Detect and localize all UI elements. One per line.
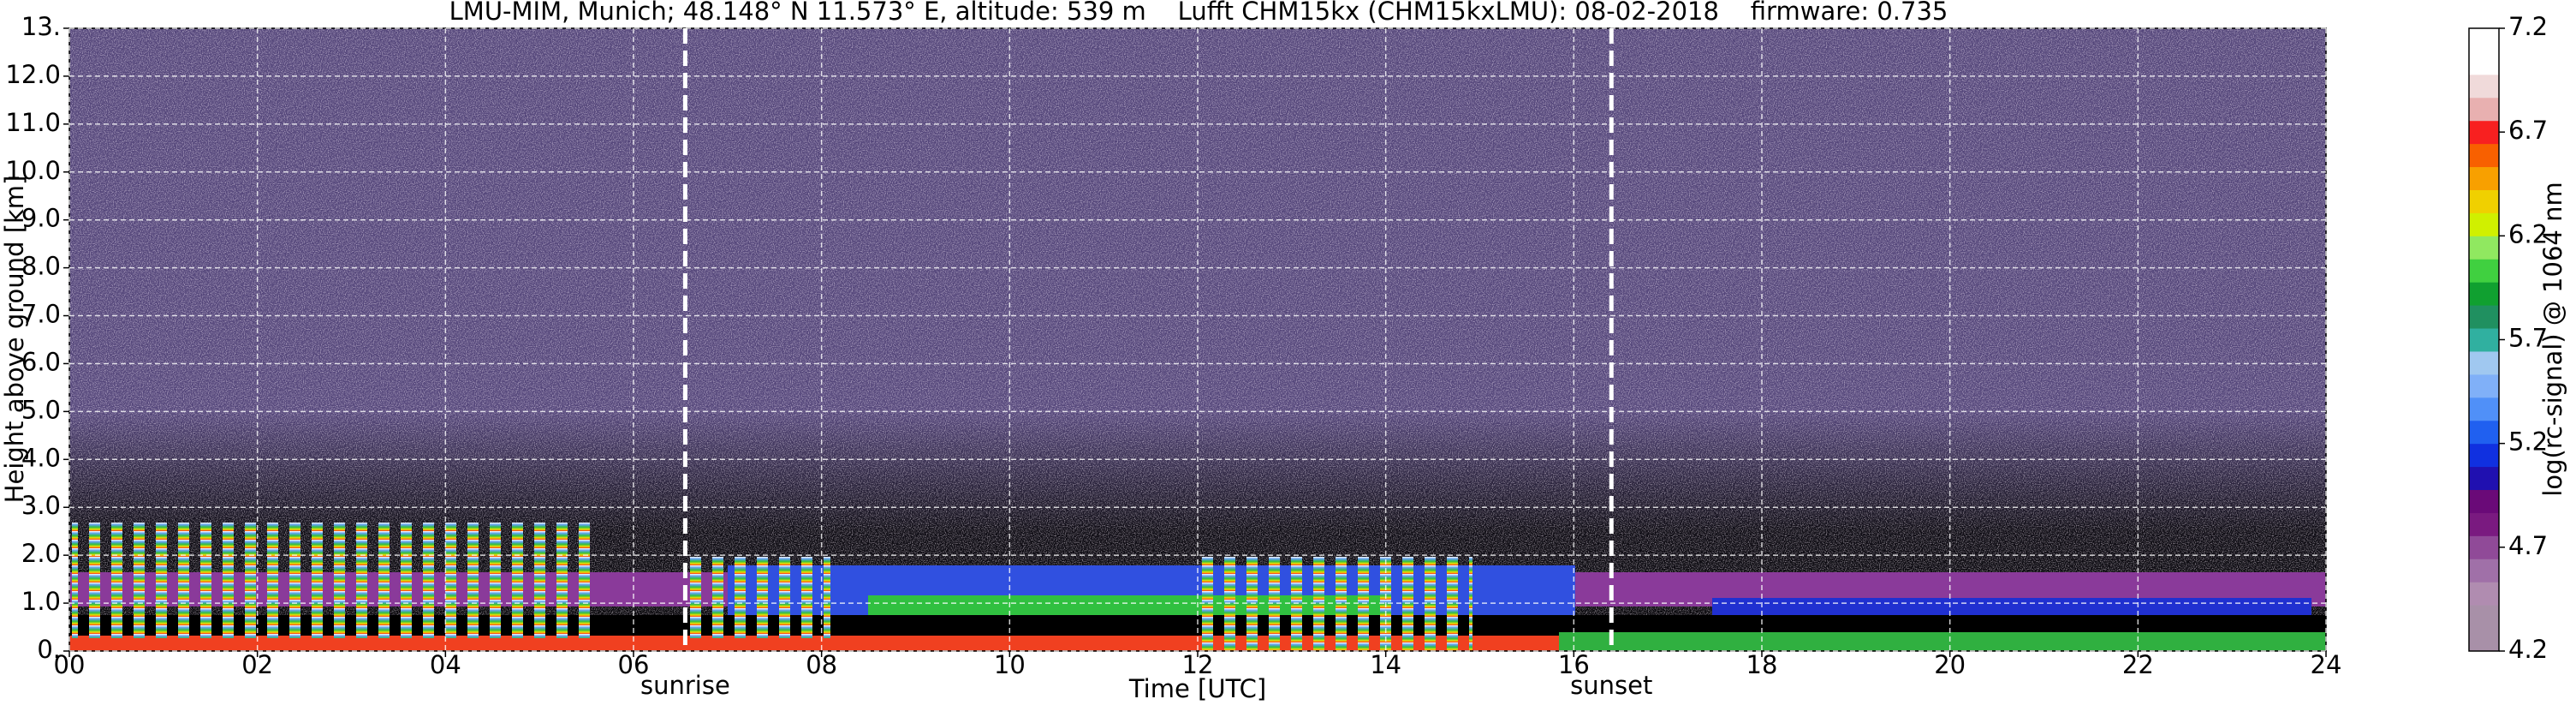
y-tick-label: 7.0	[21, 300, 61, 329]
y-tick-label: 4.0	[21, 443, 61, 472]
colorbar-segment	[2469, 559, 2499, 583]
colorbar-segment	[2469, 489, 2499, 513]
x-tick-label: 12	[1182, 650, 1214, 679]
chart-title: LMU-MIM, Munich; 48.148° N 11.573° E, al…	[449, 0, 1948, 26]
colorbar-segment	[2469, 51, 2499, 75]
y-tick-label: 9.0	[21, 204, 61, 233]
colorbar-tick-label: 7.2	[2508, 12, 2548, 41]
colorbar-tick-label: 5.7	[2508, 324, 2548, 353]
colorbar-segment	[2469, 97, 2499, 122]
y-tick-label: 13.	[21, 12, 61, 41]
colorbar-segment	[2469, 328, 2499, 352]
colorbar-segment	[2469, 605, 2499, 629]
colorbar-segment	[2469, 397, 2499, 421]
colorbar-segment	[2469, 305, 2499, 329]
x-tick-label: 10	[994, 650, 1026, 679]
x-tick-label: 22	[2122, 650, 2154, 679]
x-tick-label: 08	[806, 650, 837, 679]
x-axis-label: Time [UTC]	[1128, 674, 1266, 703]
x-tick-label: 20	[1934, 650, 1966, 679]
colorbar-segment	[2469, 282, 2499, 306]
colorbar-segment	[2469, 512, 2499, 536]
colorbar-segment	[2469, 535, 2499, 559]
colorbar-segment	[2469, 628, 2499, 652]
colorbar-segment	[2469, 28, 2499, 52]
y-tick-label: 6.0	[21, 347, 61, 376]
colorbar-tick-label: 4.7	[2508, 531, 2548, 560]
y-tick-label: 12.0	[5, 60, 61, 89]
y-tick-label: 3.0	[21, 491, 61, 520]
colorbar-segment	[2469, 166, 2499, 190]
x-tick-label: 14	[1370, 650, 1401, 679]
marker-label: sunset	[1570, 671, 1652, 700]
colorbar-segment	[2469, 189, 2499, 213]
colorbar-segment	[2469, 466, 2499, 491]
x-tick-label: 06	[618, 650, 650, 679]
x-tick-label: 04	[430, 650, 461, 679]
y-axis-label: Height above ground [km]	[0, 176, 29, 504]
x-tick-label: 16	[1558, 650, 1590, 679]
colorbar-tick-label: 4.2	[2508, 635, 2548, 664]
y-tick-label: 11.0	[5, 108, 61, 137]
y-tick-label: 0.	[37, 635, 61, 664]
colorbar-segment	[2469, 120, 2499, 145]
y-tick-label: 8.0	[21, 252, 61, 281]
colorbar-segment	[2469, 143, 2499, 168]
x-tick-label: 00	[54, 650, 86, 679]
colorbar-label: log(rc-signal) @ 1064 nm	[2538, 182, 2567, 496]
colorbar-segment	[2469, 443, 2499, 468]
colorbar-segment	[2469, 582, 2499, 606]
colorbar-tick-label: 6.7	[2508, 116, 2548, 145]
x-tick-label: 18	[1746, 650, 1778, 679]
y-tick-label: 10.0	[5, 156, 61, 185]
colorbar-segment	[2469, 350, 2499, 375]
y-tick-label: 1.0	[21, 587, 61, 616]
colorbar-segment	[2469, 212, 2499, 236]
colorbar-segment	[2469, 74, 2499, 99]
colorbar-tick-label: 5.2	[2508, 427, 2548, 457]
y-tick-label: 5.0	[21, 395, 61, 424]
colorbar-segment	[2469, 373, 2499, 398]
x-tick-label: 02	[241, 650, 273, 679]
x-tick-label: 24	[2311, 650, 2342, 679]
colorbar-segment	[2469, 420, 2499, 445]
marker-label: sunrise	[640, 671, 730, 700]
colorbar-tick-label: 6.2	[2508, 219, 2548, 248]
colorbar-segment	[2469, 236, 2499, 260]
colorbar-segment	[2469, 259, 2499, 283]
y-tick-label: 2.0	[21, 539, 61, 568]
